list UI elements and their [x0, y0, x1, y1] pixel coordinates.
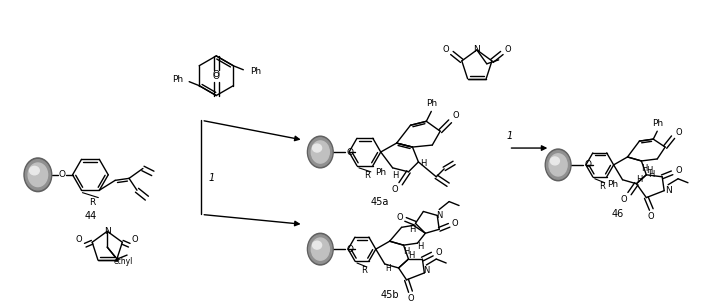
Text: O: O: [648, 212, 655, 221]
Ellipse shape: [25, 160, 50, 190]
Ellipse shape: [307, 136, 333, 168]
Ellipse shape: [30, 166, 39, 175]
Ellipse shape: [312, 144, 321, 152]
Text: O: O: [58, 170, 65, 179]
Text: N: N: [104, 227, 110, 236]
Text: R: R: [89, 198, 96, 207]
Text: O: O: [407, 294, 413, 303]
Ellipse shape: [545, 149, 571, 181]
Text: 44: 44: [84, 212, 96, 221]
Text: O: O: [584, 160, 591, 169]
Text: O: O: [132, 235, 139, 244]
Text: 45b: 45b: [380, 290, 399, 300]
Ellipse shape: [312, 141, 329, 163]
Text: Ph: Ph: [607, 180, 618, 189]
Text: 46: 46: [612, 209, 624, 220]
Text: O: O: [396, 213, 403, 222]
Text: O: O: [76, 235, 83, 244]
Text: R: R: [599, 182, 605, 191]
Text: N: N: [436, 211, 442, 220]
Text: O: O: [346, 245, 353, 254]
Text: O: O: [675, 166, 683, 175]
Ellipse shape: [309, 235, 332, 263]
Ellipse shape: [549, 154, 567, 176]
Text: Ph: Ph: [426, 99, 437, 108]
Text: O: O: [505, 45, 511, 53]
Text: O: O: [675, 128, 683, 137]
Text: O: O: [213, 70, 219, 79]
Text: H: H: [420, 159, 426, 169]
Text: H: H: [409, 225, 416, 234]
Text: N: N: [423, 266, 430, 275]
Text: O: O: [442, 45, 450, 53]
Text: H: H: [417, 242, 423, 251]
Text: 45a: 45a: [370, 196, 389, 207]
Text: O: O: [452, 219, 458, 228]
Text: O: O: [620, 195, 627, 204]
Text: 1: 1: [506, 131, 513, 141]
Text: H: H: [648, 170, 654, 179]
Text: N: N: [665, 186, 671, 195]
Ellipse shape: [28, 163, 47, 187]
Text: O: O: [213, 72, 219, 81]
Text: H: H: [646, 166, 653, 175]
Text: H: H: [404, 247, 410, 256]
Text: Ph: Ph: [172, 75, 183, 84]
Text: O: O: [346, 148, 353, 157]
Text: Ph: Ph: [250, 67, 261, 76]
Text: R: R: [364, 171, 370, 180]
Ellipse shape: [312, 241, 321, 249]
Text: Ph: Ph: [375, 168, 387, 177]
Ellipse shape: [309, 138, 332, 166]
Ellipse shape: [307, 233, 333, 265]
Text: H: H: [392, 171, 399, 180]
Text: 1: 1: [208, 173, 215, 183]
Text: H: H: [409, 251, 415, 260]
Ellipse shape: [550, 157, 559, 165]
Text: O: O: [436, 248, 442, 257]
Text: H: H: [385, 264, 391, 274]
Text: O: O: [392, 185, 398, 194]
Text: Ph: Ph: [651, 119, 663, 128]
Text: N: N: [474, 45, 480, 54]
Ellipse shape: [547, 151, 570, 179]
Ellipse shape: [24, 158, 52, 192]
Ellipse shape: [312, 238, 329, 260]
Text: O: O: [452, 111, 459, 120]
Text: ethyl: ethyl: [113, 257, 133, 266]
Text: H: H: [636, 175, 643, 184]
Text: R: R: [361, 266, 367, 275]
Text: H: H: [641, 164, 648, 173]
